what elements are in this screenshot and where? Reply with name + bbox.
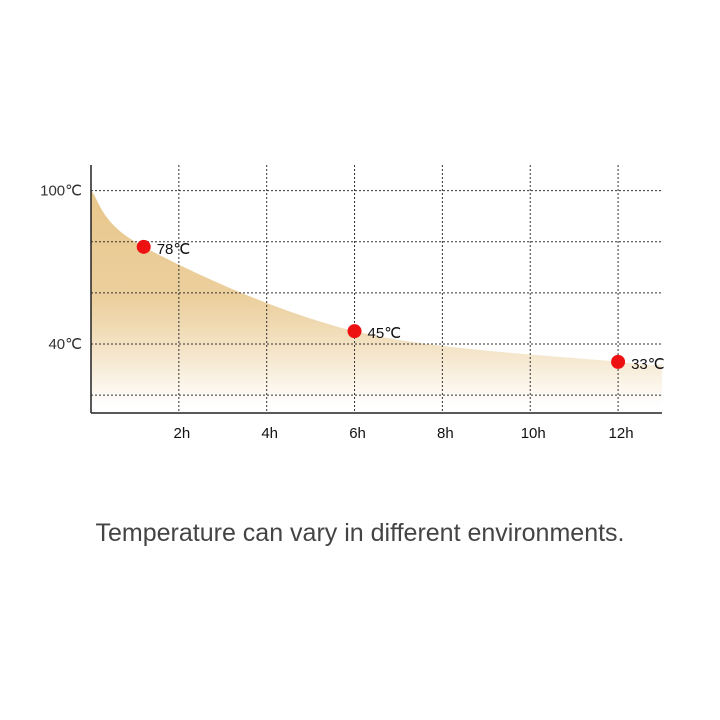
data-point-label: 45℃: [368, 325, 402, 342]
x-tick-label: 10h: [521, 425, 546, 442]
data-point-marker: [611, 354, 626, 369]
data-point-marker: [136, 239, 151, 254]
data-point-label: 78℃: [157, 241, 191, 258]
x-tick-label: 12h: [609, 425, 634, 442]
x-tick-label: 2h: [174, 425, 191, 442]
temperature-area: [91, 190, 662, 406]
data-point-marker: [347, 324, 362, 339]
x-tick-label: 6h: [349, 425, 366, 442]
caption: Temperature can vary in different enviro…: [95, 519, 625, 547]
x-tick-label: 4h: [261, 425, 278, 442]
y-tick-label: 40℃: [48, 336, 82, 353]
y-tick-label: 100℃: [40, 183, 82, 200]
data-point-label: 33℃: [631, 356, 665, 373]
x-tick-label: 8h: [437, 425, 454, 442]
